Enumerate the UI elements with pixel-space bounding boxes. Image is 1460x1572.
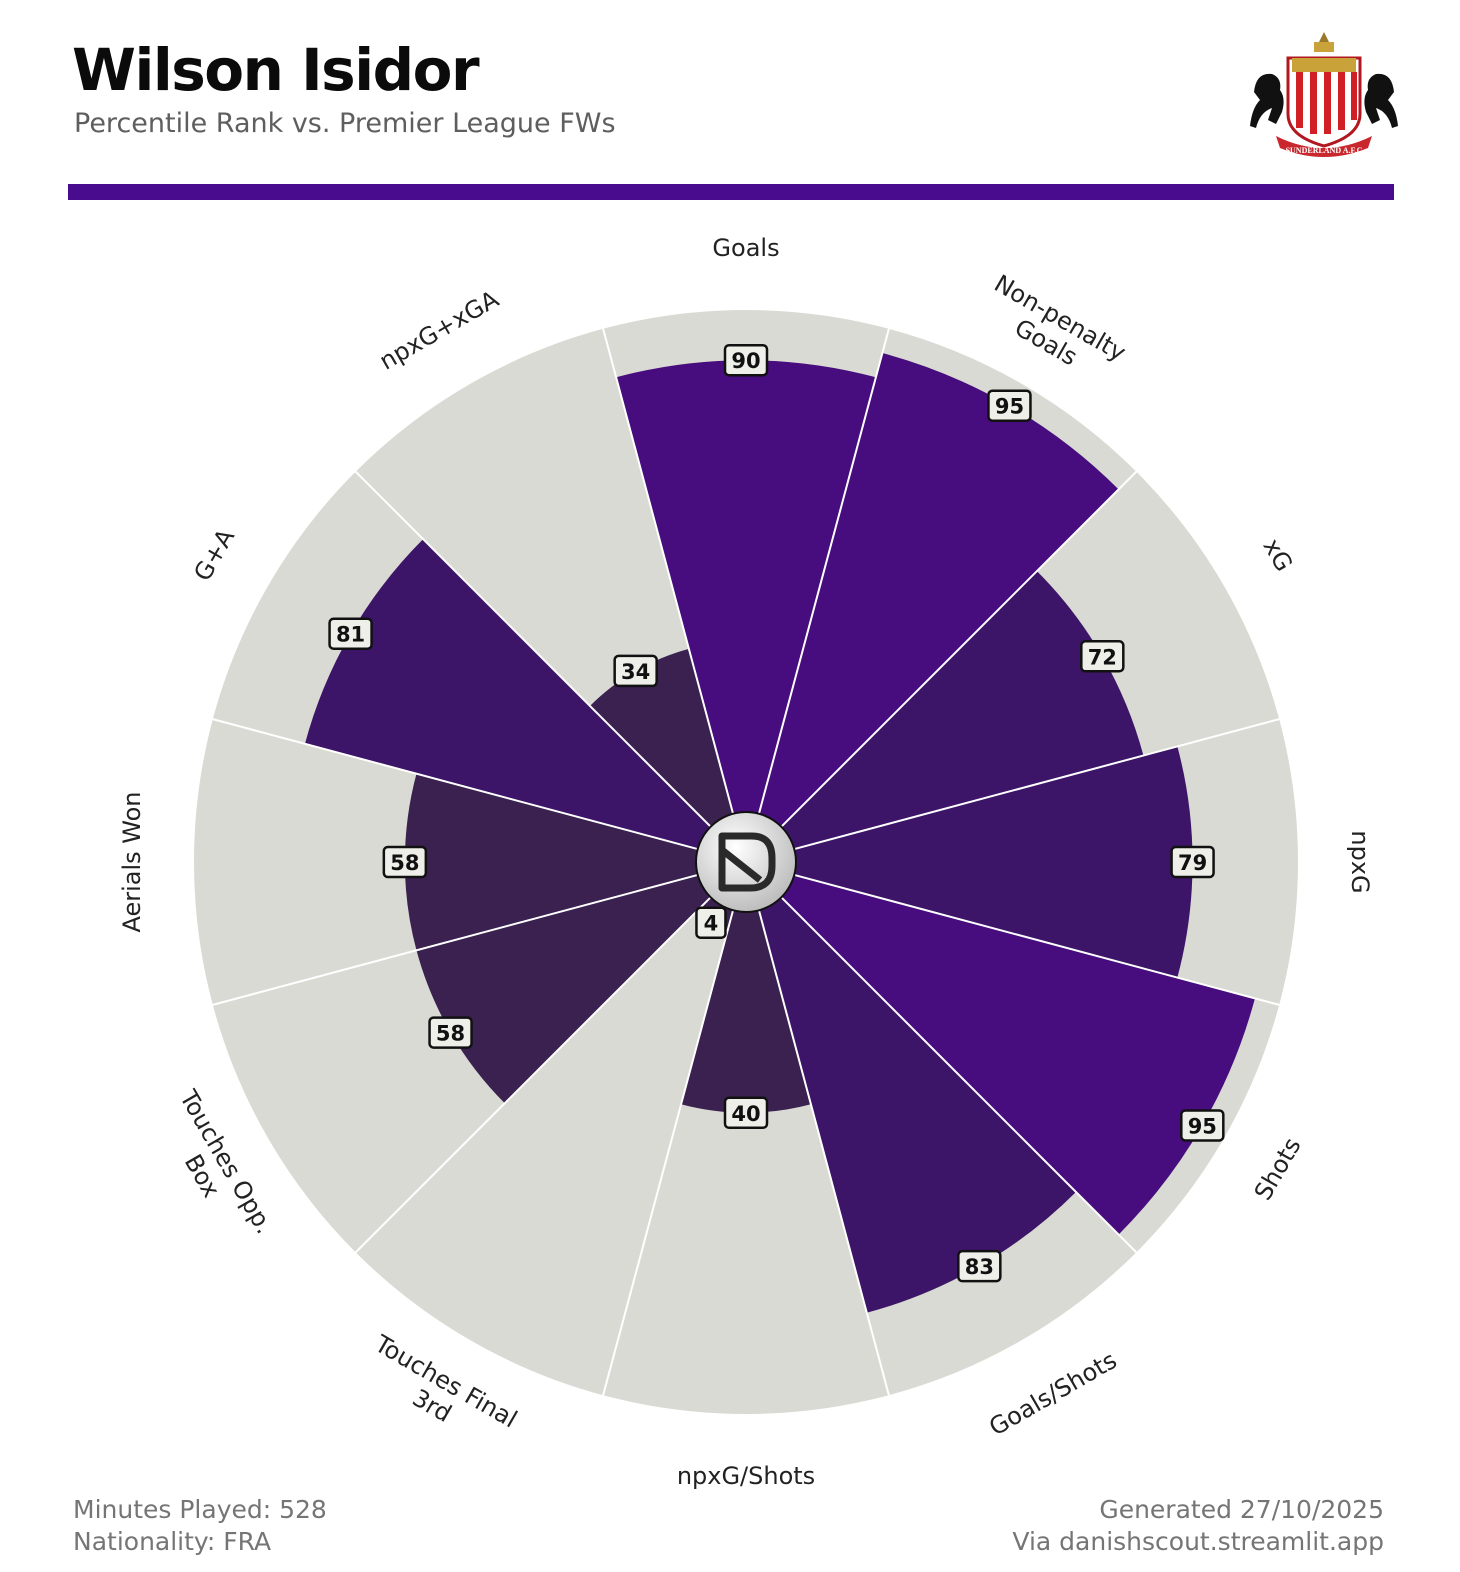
category-label-npxg-shots: npxG/Shots xyxy=(677,1462,815,1490)
value-label-goals-shots: 83 xyxy=(957,1249,1002,1283)
svg-text:40: 40 xyxy=(731,1102,760,1126)
category-label-aerials-won: Aerials Won xyxy=(118,791,146,932)
category-label-shots: Shots xyxy=(1249,1133,1307,1205)
value-label-touches-final-3rd: 4 xyxy=(695,906,727,939)
category-label-goals: Goals xyxy=(712,234,779,262)
footer-right: Generated 27/10/2025 Via danishscout.str… xyxy=(1012,1494,1384,1558)
bar-npxg xyxy=(794,746,1193,978)
chart-subtitle: Percentile Rank vs. Premier League FWs xyxy=(74,108,616,139)
wedge-separators xyxy=(210,326,1282,1398)
nationality-text: Nationality: FRA xyxy=(73,1527,272,1556)
crest-banner-text: SUNDERLAND A.F.C xyxy=(1286,146,1363,155)
svg-text:72: 72 xyxy=(1088,645,1117,669)
bar-touches-opp-box xyxy=(416,874,711,1104)
club-crest-logo: SUNDERLAND A.F.C xyxy=(1250,32,1398,157)
svg-text:83: 83 xyxy=(965,1255,994,1279)
bars xyxy=(304,353,1255,1313)
category-label-npxg: npxG xyxy=(1346,830,1374,893)
bar-npxg-shots xyxy=(681,910,811,1113)
value-label-npxg: 79 xyxy=(1170,845,1215,879)
ds-monogram-icon xyxy=(718,832,776,892)
generated-date-text: Generated 27/10/2025 xyxy=(1099,1495,1384,1524)
bar-g-a xyxy=(304,539,711,850)
value-label-goals: 90 xyxy=(723,343,769,377)
header-divider xyxy=(68,184,1394,200)
bar-aerials-won xyxy=(404,773,698,951)
svg-text:95: 95 xyxy=(1188,1114,1217,1138)
center-logo xyxy=(695,811,797,913)
player-name-title: Wilson Isidor xyxy=(72,36,480,104)
category-label-npxg-xga: npxG+xGA xyxy=(375,285,504,376)
value-label-xg: 72 xyxy=(1080,640,1125,673)
value-label-npxg-xga: 34 xyxy=(613,654,658,688)
track-npxg-shots xyxy=(603,910,889,1414)
category-label-goals-shots: Goals/Shots xyxy=(984,1346,1121,1441)
bar-shots xyxy=(781,874,1255,1235)
value-label-npxg-shots: 40 xyxy=(723,1096,769,1130)
bar-goals xyxy=(616,360,876,814)
svg-text:90: 90 xyxy=(731,349,760,373)
value-labels: 90 95 72 79 95 83 40 4 58 58 81 34 xyxy=(328,343,1225,1283)
category-label-g-a: G+A xyxy=(188,524,240,586)
value-label-touches-opp-box: 58 xyxy=(428,1016,473,1049)
svg-text:95: 95 xyxy=(995,395,1024,419)
source-url-text: Via danishscout.streamlit.app xyxy=(1012,1527,1384,1556)
svg-text:81: 81 xyxy=(336,623,365,647)
category-label-xg: xG xyxy=(1257,534,1298,576)
bar-goals-shots xyxy=(758,897,1076,1313)
value-label-g-a: 81 xyxy=(328,617,373,650)
track-touches-final-3rd xyxy=(355,897,734,1396)
svg-text:58: 58 xyxy=(436,1022,465,1046)
value-label-aerials-won: 58 xyxy=(382,845,428,879)
percentile-radar-chart: 90957279958340458588134GoalsNon-penaltyG… xyxy=(118,234,1374,1490)
svg-text:4: 4 xyxy=(704,912,719,936)
value-label-non-penalty-goals: 95 xyxy=(987,389,1032,422)
svg-text:34: 34 xyxy=(621,660,650,684)
bar-non-penalty-goals xyxy=(758,353,1119,827)
svg-text:58: 58 xyxy=(390,851,419,875)
footer-left: Minutes Played: 528 Nationality: FRA xyxy=(73,1494,327,1558)
minutes-played-text: Minutes Played: 528 xyxy=(73,1495,327,1524)
svg-text:79: 79 xyxy=(1178,851,1207,875)
value-label-shots: 95 xyxy=(1180,1109,1225,1142)
bar-npxg-xga xyxy=(589,648,734,827)
